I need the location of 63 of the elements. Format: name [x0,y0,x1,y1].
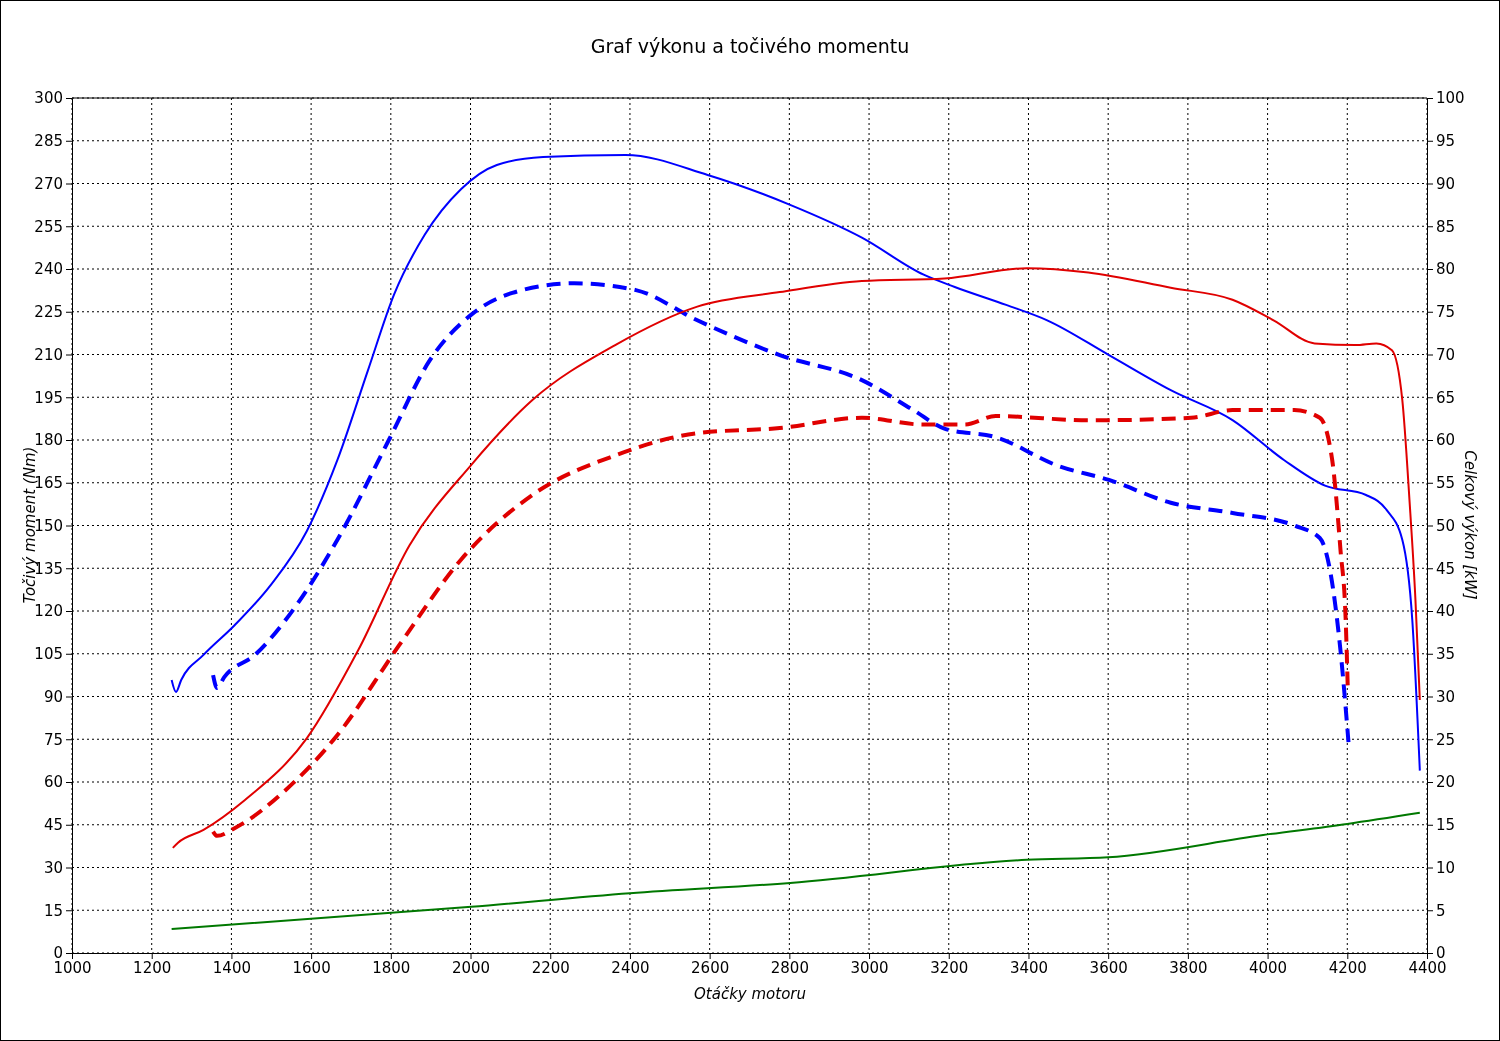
y2-tick-label: 50 [1436,516,1456,535]
x-tick-label: 3800 [1169,958,1208,977]
y2-tick-label: 70 [1436,345,1456,364]
y2-tick-label: 90 [1436,174,1456,193]
x-tick-label: 3200 [930,958,969,977]
x-tick-label: 3600 [1089,958,1128,977]
y-tick-label: 90 [43,687,63,706]
x-tick-label: 4200 [1328,958,1367,977]
x-tick-label: 2800 [770,958,809,977]
y-tick-label: 210 [34,345,63,364]
y2-tick-label: 15 [1436,816,1456,835]
x-axis-title: Otáčky motoru [694,985,806,1003]
y2-tick-label: 25 [1436,730,1456,749]
y2-tick-label: 45 [1436,559,1456,578]
y-tick-label: 255 [34,217,63,236]
x-tick-label: 3400 [1009,958,1049,977]
chart-title: Graf výkonu a točivého momentu [590,35,910,57]
y2-tick-label: 60 [1436,431,1456,450]
y-tick-label: 285 [34,132,63,151]
y-tick-label: 270 [34,174,63,193]
x-tick-label: 1800 [372,958,411,977]
y2-tick-label: 100 [1436,89,1465,108]
x-tick-label: 2600 [691,958,730,977]
x-tick-label: 2200 [531,958,570,977]
y-tick-label: 225 [34,303,63,322]
y2-tick-label: 85 [1436,217,1456,236]
x-tick-label: 4400 [1408,958,1447,977]
x-tick-label: 1000 [53,958,92,977]
y2-tick-label: 10 [1436,858,1456,877]
line-series [170,154,1421,772]
y-tick-label: 30 [43,858,63,877]
y2-tick-label: 40 [1436,602,1456,621]
y2-axis-title: Celkový výkon [kW] [1461,450,1479,600]
y-tick-label: 240 [34,260,63,279]
x-tick-label: 1600 [292,958,331,977]
y2-tick-label: 75 [1436,303,1456,322]
y-tick-label: 300 [34,89,63,108]
y2-tick-label: 20 [1436,773,1456,792]
y-tick-label: 75 [43,730,63,749]
x-tick-label: 2400 [611,958,650,977]
line-series [171,267,1421,849]
x-tick-label: 1400 [212,958,252,977]
y-tick-label: 105 [34,645,63,664]
y-tick-label: 45 [43,816,63,835]
x-tick-label: 1200 [133,958,172,977]
y2-tick-label: 95 [1436,132,1456,151]
line-series [211,281,1351,745]
y2-tick-label: 80 [1436,260,1456,279]
y2-tick-label: 30 [1436,687,1456,706]
y2-tick-label: 5 [1436,901,1446,920]
y-tick-label: 15 [43,901,63,920]
y-tick-label: 180 [34,431,63,450]
y-tick-label: 120 [34,602,63,621]
x-tick-label: 3000 [850,958,889,977]
line-series [170,811,1421,931]
y-tick-label: 60 [43,773,63,792]
y2-tick-label: 35 [1436,645,1456,664]
y2-tick-label: 55 [1436,474,1456,493]
y-tick-label: 195 [34,388,63,407]
x-tick-label: 2000 [451,958,491,977]
y2-tick-label: 65 [1436,388,1456,407]
x-tick-label: 4000 [1248,958,1288,977]
line-series [211,408,1350,838]
